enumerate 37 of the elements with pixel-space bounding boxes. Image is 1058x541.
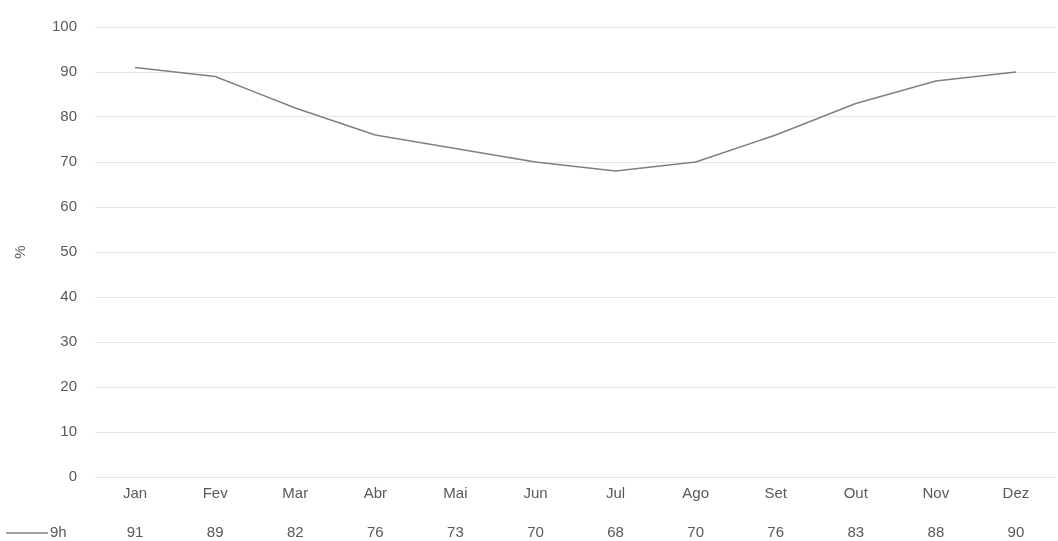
x-tick-label: Set [764,484,788,502]
y-tick-label: 30 [60,332,78,350]
x-tick-label: Jan [122,484,148,502]
y-tick-label: 20 [60,377,78,395]
y-tick-label: 90 [60,62,78,80]
data-label: 68 [607,523,624,541]
y-tick-label: 50 [60,242,78,260]
data-label: 89 [206,523,224,541]
data-label: 73 [447,523,464,541]
y-tick-label: 40 [60,287,78,305]
y-tick-label: 10 [60,422,78,440]
y-tick-label: 100 [52,17,78,35]
x-tick-label: Nov [922,484,950,502]
y-axis-title: % [11,245,29,259]
data-label: 88 [927,523,945,541]
x-tick-label: Jul [605,484,626,502]
data-label: 76 [366,523,384,541]
data-label: 82 [286,523,304,541]
data-label: 90 [1007,523,1025,541]
y-tick-label: 0 [68,467,78,485]
x-tick-label: Mar [282,484,309,502]
y-tick-label: 70 [60,152,78,170]
x-tick-label: Mai [443,484,468,502]
legend-label: 9h [50,523,67,541]
x-tick-label: Ago [682,484,709,502]
x-tick-label: Out [843,484,869,502]
x-tick-label: Dez [1002,484,1030,502]
x-tick-label: Fev [202,484,229,502]
data-label: 91 [126,523,144,541]
y-tick-label: 60 [60,197,78,215]
data-label: 70 [687,523,704,541]
data-label: 70 [527,523,544,541]
x-tick-label: Jun [523,484,548,502]
x-tick-label: Abr [363,484,387,502]
data-label: 83 [847,523,865,541]
data-label: 76 [767,523,785,541]
y-tick-label: 80 [60,107,78,125]
